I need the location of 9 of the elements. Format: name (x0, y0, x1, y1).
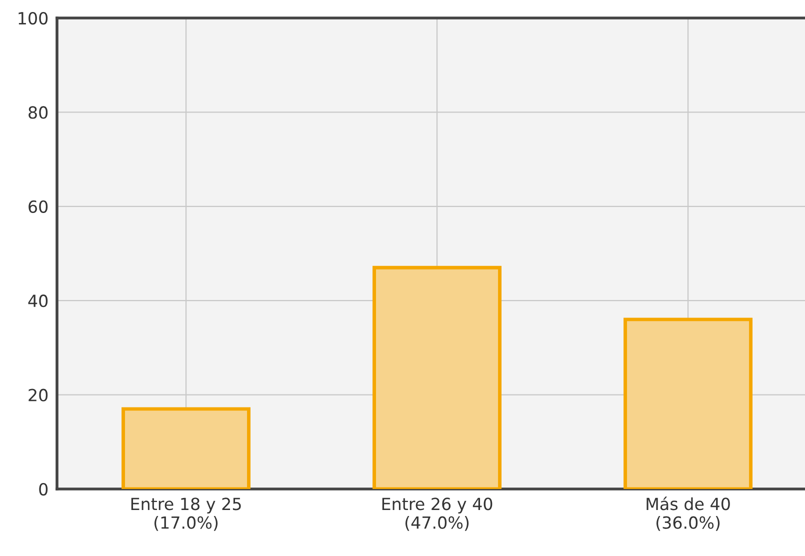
y-tick-label: 0 (39, 482, 48, 496)
y-tick-label: 100 (18, 12, 48, 25)
y-tick-label: 80 (28, 106, 48, 119)
y-tick-label: 40 (28, 294, 48, 308)
x-tick-label: Entre 26 y 40 (47.0%) (382, 498, 492, 531)
y-tick-label: 60 (28, 200, 48, 213)
x-tick-label: Entre 18 y 25 (17.0%) (131, 498, 241, 531)
y-tick-label: 20 (28, 388, 48, 402)
x-tick-label: Más de 40 (36.0%) (646, 496, 730, 531)
